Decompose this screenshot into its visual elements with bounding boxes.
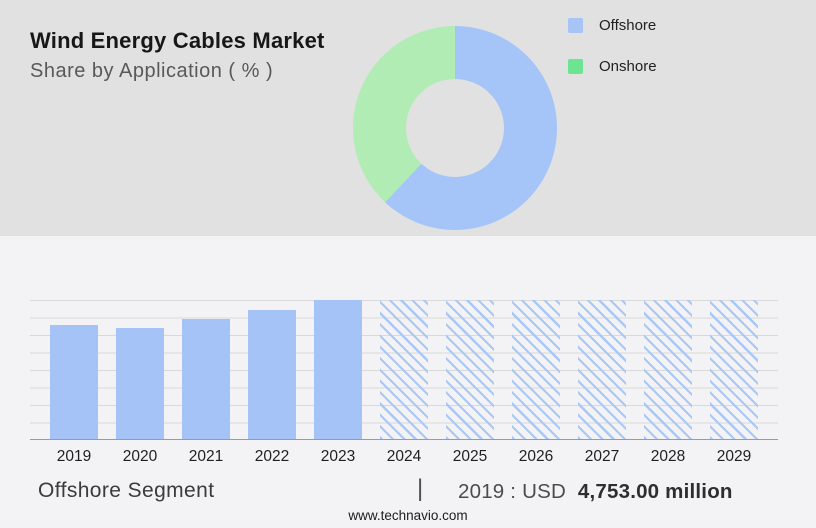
bar-2026 [512,300,560,439]
market-value-prefix: 2019 : USD [458,480,566,503]
bar-2019 [50,325,98,439]
legend-item-onshore: Onshore [568,58,657,75]
bars-container [30,300,778,439]
x-axis-label-2019: 2019 [56,448,92,465]
x-axis-label-2024: 2024 [386,448,422,465]
x-axis-label-2020: 2020 [122,448,158,465]
bar-2020 [116,327,164,439]
legend-item-offshore: Offshore [568,17,657,34]
bar-2024 [380,300,428,439]
bar-chart-section: 2019 2020 2021 2022 2023 2024 2025 2026 2027 2028… [0,236,816,528]
onshore-swatch-icon [568,59,583,74]
bar-chart-plot [30,300,778,440]
segment-label: Offshore Segment [38,479,215,502]
website-url: www.technavio.com [348,508,468,523]
bar-2025 [446,300,494,439]
bar-2022 [248,309,296,439]
donut-hole [406,79,504,177]
legend-label-offshore: Offshore [599,17,657,34]
x-axis-label-2025: 2025 [452,448,488,465]
x-axis-label-2023: 2023 [320,448,356,465]
x-axis-label-2026: 2026 [518,448,554,465]
bar-2023 [314,300,362,439]
page-title: Wind Energy Cables Market [30,28,325,53]
donut-chart [353,26,557,230]
x-axis-label-2027: 2027 [584,448,620,465]
bar-2028 [644,300,692,439]
x-axis-label-2029: 2029 [716,448,752,465]
header-section: Wind Energy Cables Market Share by Appli… [0,0,816,236]
market-value-text: 2019 : USD 4,753.00 million [458,480,733,504]
page-subtitle: Share by Application ( % ) [30,60,274,82]
x-axis-label-2021: 2021 [188,448,224,465]
bar-2029 [710,300,758,439]
footer-divider: | [417,475,424,502]
market-value-amount: 4,753.00 million [577,480,733,503]
bar-2027 [578,300,626,439]
offshore-swatch-icon [568,18,583,33]
x-axis-label-2022: 2022 [254,448,290,465]
bar-2021 [182,319,230,439]
legend-label-onshore: Onshore [599,58,657,75]
chart-legend: Offshore Onshore [568,17,657,99]
x-axis-labels: 2019 2020 2021 2022 2023 2024 2025 2026 2027 2028… [30,448,778,466]
x-axis-label-2028: 2028 [650,448,686,465]
